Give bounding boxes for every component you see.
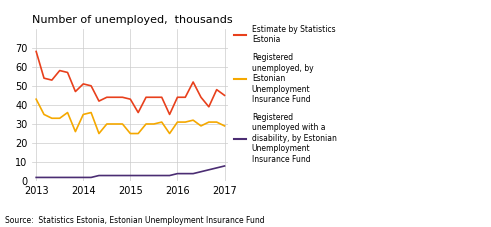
- Text: Source:  Statistics Estonia, Estonian Unemployment Insurance Fund: Source: Statistics Estonia, Estonian Une…: [5, 216, 265, 225]
- Text: Number of unemployed,  thousands: Number of unemployed, thousands: [32, 15, 233, 25]
- Legend: Estimate by Statistics
Estonia, Registered
unemployed, by
Estonian
Unemployment
: Estimate by Statistics Estonia, Register…: [234, 25, 337, 164]
